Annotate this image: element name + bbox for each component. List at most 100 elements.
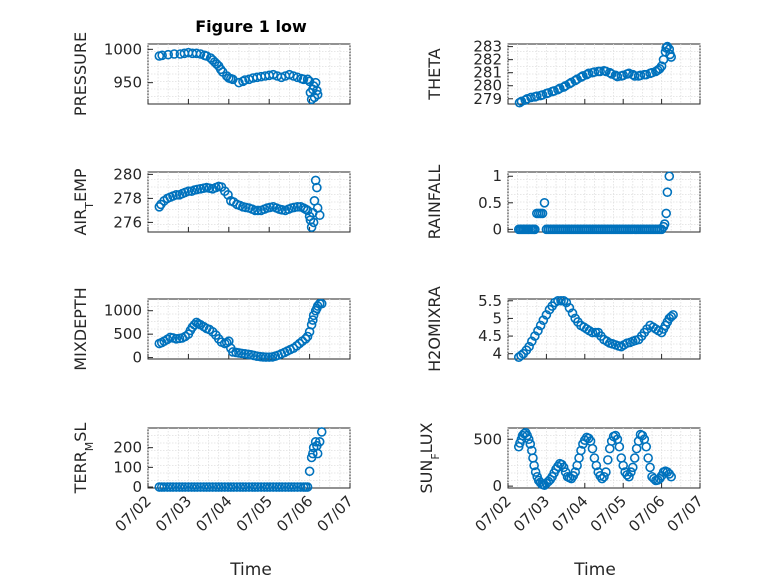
x-tick-label: 07/03 — [152, 492, 195, 535]
y-axis-label: RAINFALL — [425, 165, 444, 240]
data-point — [523, 224, 533, 235]
x-tick-label: 07/02 — [112, 492, 155, 535]
data-point — [599, 471, 609, 482]
data-point — [268, 69, 279, 80]
data-point — [163, 49, 173, 60]
y-tick-label: 0 — [492, 477, 502, 495]
x-axis-label-right: Time — [573, 560, 616, 580]
data-point — [186, 186, 197, 196]
y-tick-label: 280 — [473, 77, 502, 95]
x-tick-label: 07/07 — [664, 492, 707, 535]
data-point — [215, 64, 226, 75]
y-tick-label: 1000 — [104, 302, 142, 320]
data-point — [189, 482, 200, 492]
data-point — [659, 219, 670, 229]
data-point — [198, 321, 209, 332]
data-point — [664, 469, 675, 479]
y-tick-label: 282 — [473, 51, 502, 69]
data-point — [286, 482, 297, 492]
data-point — [156, 482, 167, 492]
y-tick-label: 4.5 — [478, 327, 502, 345]
subplot-rainfall: 0 0.5 1 RAINFALL — [425, 165, 701, 240]
data-point — [525, 439, 536, 449]
data-point — [180, 331, 190, 342]
data-point — [300, 204, 311, 214]
x-tick-label: 07/05 — [587, 492, 630, 535]
data-point — [547, 86, 557, 97]
subplot-h2omixra: 44.555.5 H2OMIXRA — [425, 286, 701, 372]
data-point — [616, 71, 627, 81]
data-point — [310, 436, 321, 447]
data-point — [267, 352, 278, 362]
data-point — [226, 73, 236, 84]
data-point — [535, 90, 546, 101]
y-tick-label: 200 — [113, 439, 142, 457]
data-point — [613, 341, 624, 351]
data-point — [240, 202, 251, 213]
data-point — [232, 482, 242, 492]
data-point — [300, 482, 311, 492]
data-point — [541, 88, 552, 99]
data-point — [306, 319, 317, 330]
data-point — [209, 57, 220, 67]
data-point — [304, 466, 315, 477]
data-point — [183, 482, 194, 492]
data-point — [637, 430, 648, 441]
data-point — [277, 205, 287, 215]
data-point — [312, 303, 322, 314]
data-point — [661, 208, 672, 219]
y-tick-label: 4 — [492, 345, 502, 363]
data-point — [283, 482, 294, 492]
data-point — [665, 49, 675, 60]
data-point — [583, 68, 594, 79]
data-point — [217, 67, 228, 77]
y-tick-label: 0.5 — [478, 194, 502, 212]
data-point — [193, 319, 204, 329]
subplot-air_temp: 276 278 280 AIRTEMP — [71, 165, 351, 236]
data-point — [626, 467, 636, 477]
data-point — [279, 347, 290, 358]
data-point — [276, 72, 287, 83]
data-point — [244, 482, 254, 492]
data-point — [662, 187, 673, 197]
data-point — [231, 347, 241, 358]
y-tick-label: 1 — [492, 167, 502, 185]
data-point — [198, 482, 209, 492]
data-point — [316, 427, 327, 437]
y-tick-label: 280 — [113, 165, 142, 183]
data-point — [154, 202, 165, 212]
data-point — [243, 349, 253, 360]
y-tick-label: 5 — [492, 309, 502, 327]
data-point — [235, 200, 245, 211]
data-point — [295, 482, 306, 492]
data-point — [599, 65, 609, 76]
data-point — [308, 315, 318, 325]
data-point — [302, 74, 313, 85]
data-point — [297, 336, 308, 346]
y-tick-label: 0 — [132, 349, 142, 367]
data-point — [607, 339, 618, 349]
data-point — [556, 459, 567, 470]
y-axis-label: PRESSURE — [71, 32, 90, 116]
data-point — [211, 182, 221, 193]
data-point — [195, 482, 206, 492]
y-tick-label: 950 — [113, 74, 142, 92]
data-point — [596, 331, 606, 341]
data-point — [658, 324, 669, 334]
y-tick-label: 281 — [473, 64, 502, 82]
data-point — [253, 205, 263, 216]
data-point — [633, 71, 644, 81]
x-tick-label: 07/06 — [273, 492, 316, 535]
data-point — [264, 352, 275, 362]
y-tick-label: 500 — [473, 430, 502, 448]
data-point — [624, 471, 634, 482]
data-point — [602, 336, 612, 347]
data-point — [211, 330, 221, 340]
data-point — [629, 453, 640, 463]
data-point — [192, 184, 203, 195]
data-point — [612, 71, 623, 82]
data-point — [514, 97, 525, 108]
